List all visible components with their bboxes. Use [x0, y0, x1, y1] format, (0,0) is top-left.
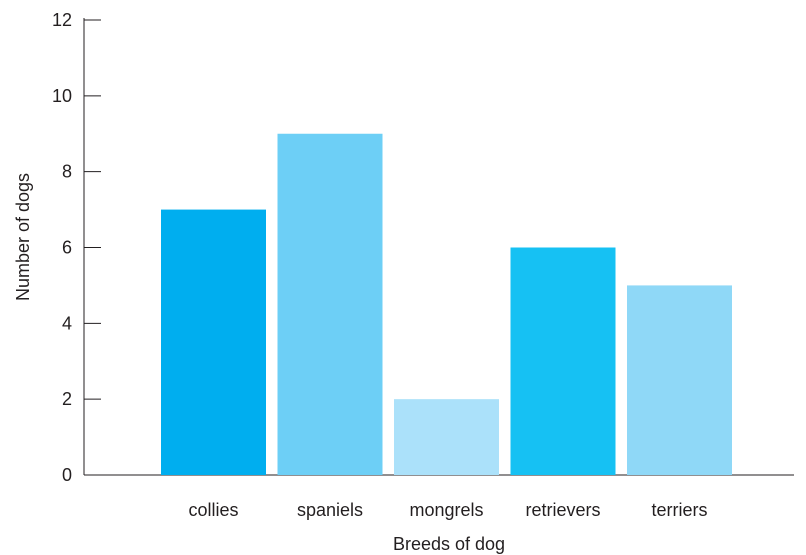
y-tick-label: 0	[62, 465, 72, 485]
bar-retrievers	[510, 247, 616, 475]
bar-terriers	[627, 285, 732, 475]
x-axis-title: Breeds of dog	[393, 534, 505, 554]
category-label-spaniels: spaniels	[297, 500, 363, 520]
bars	[161, 133, 732, 476]
category-label-retrievers: retrievers	[525, 500, 600, 520]
y-tick-label: 12	[52, 10, 72, 30]
y-axis-title: Number of dogs	[13, 173, 33, 301]
y-tick-label: 8	[62, 162, 72, 182]
y-tick-label: 6	[62, 238, 72, 258]
category-label-collies: collies	[188, 500, 238, 520]
category-labels: collies spaniels mongrels retrievers terrier…	[188, 500, 707, 520]
y-tick-label: 4	[62, 313, 72, 333]
category-label-terriers: terriers	[651, 500, 707, 520]
y-tick-label: 10	[52, 86, 72, 106]
y-tick-label: 2	[62, 389, 72, 409]
category-label-mongrels: mongrels	[409, 500, 483, 520]
bar-mongrels	[394, 399, 499, 475]
y-ticks: 0 2 4 6 8 10 12	[52, 10, 101, 485]
bar-collies	[161, 209, 266, 476]
bar-spaniels	[277, 133, 383, 475]
